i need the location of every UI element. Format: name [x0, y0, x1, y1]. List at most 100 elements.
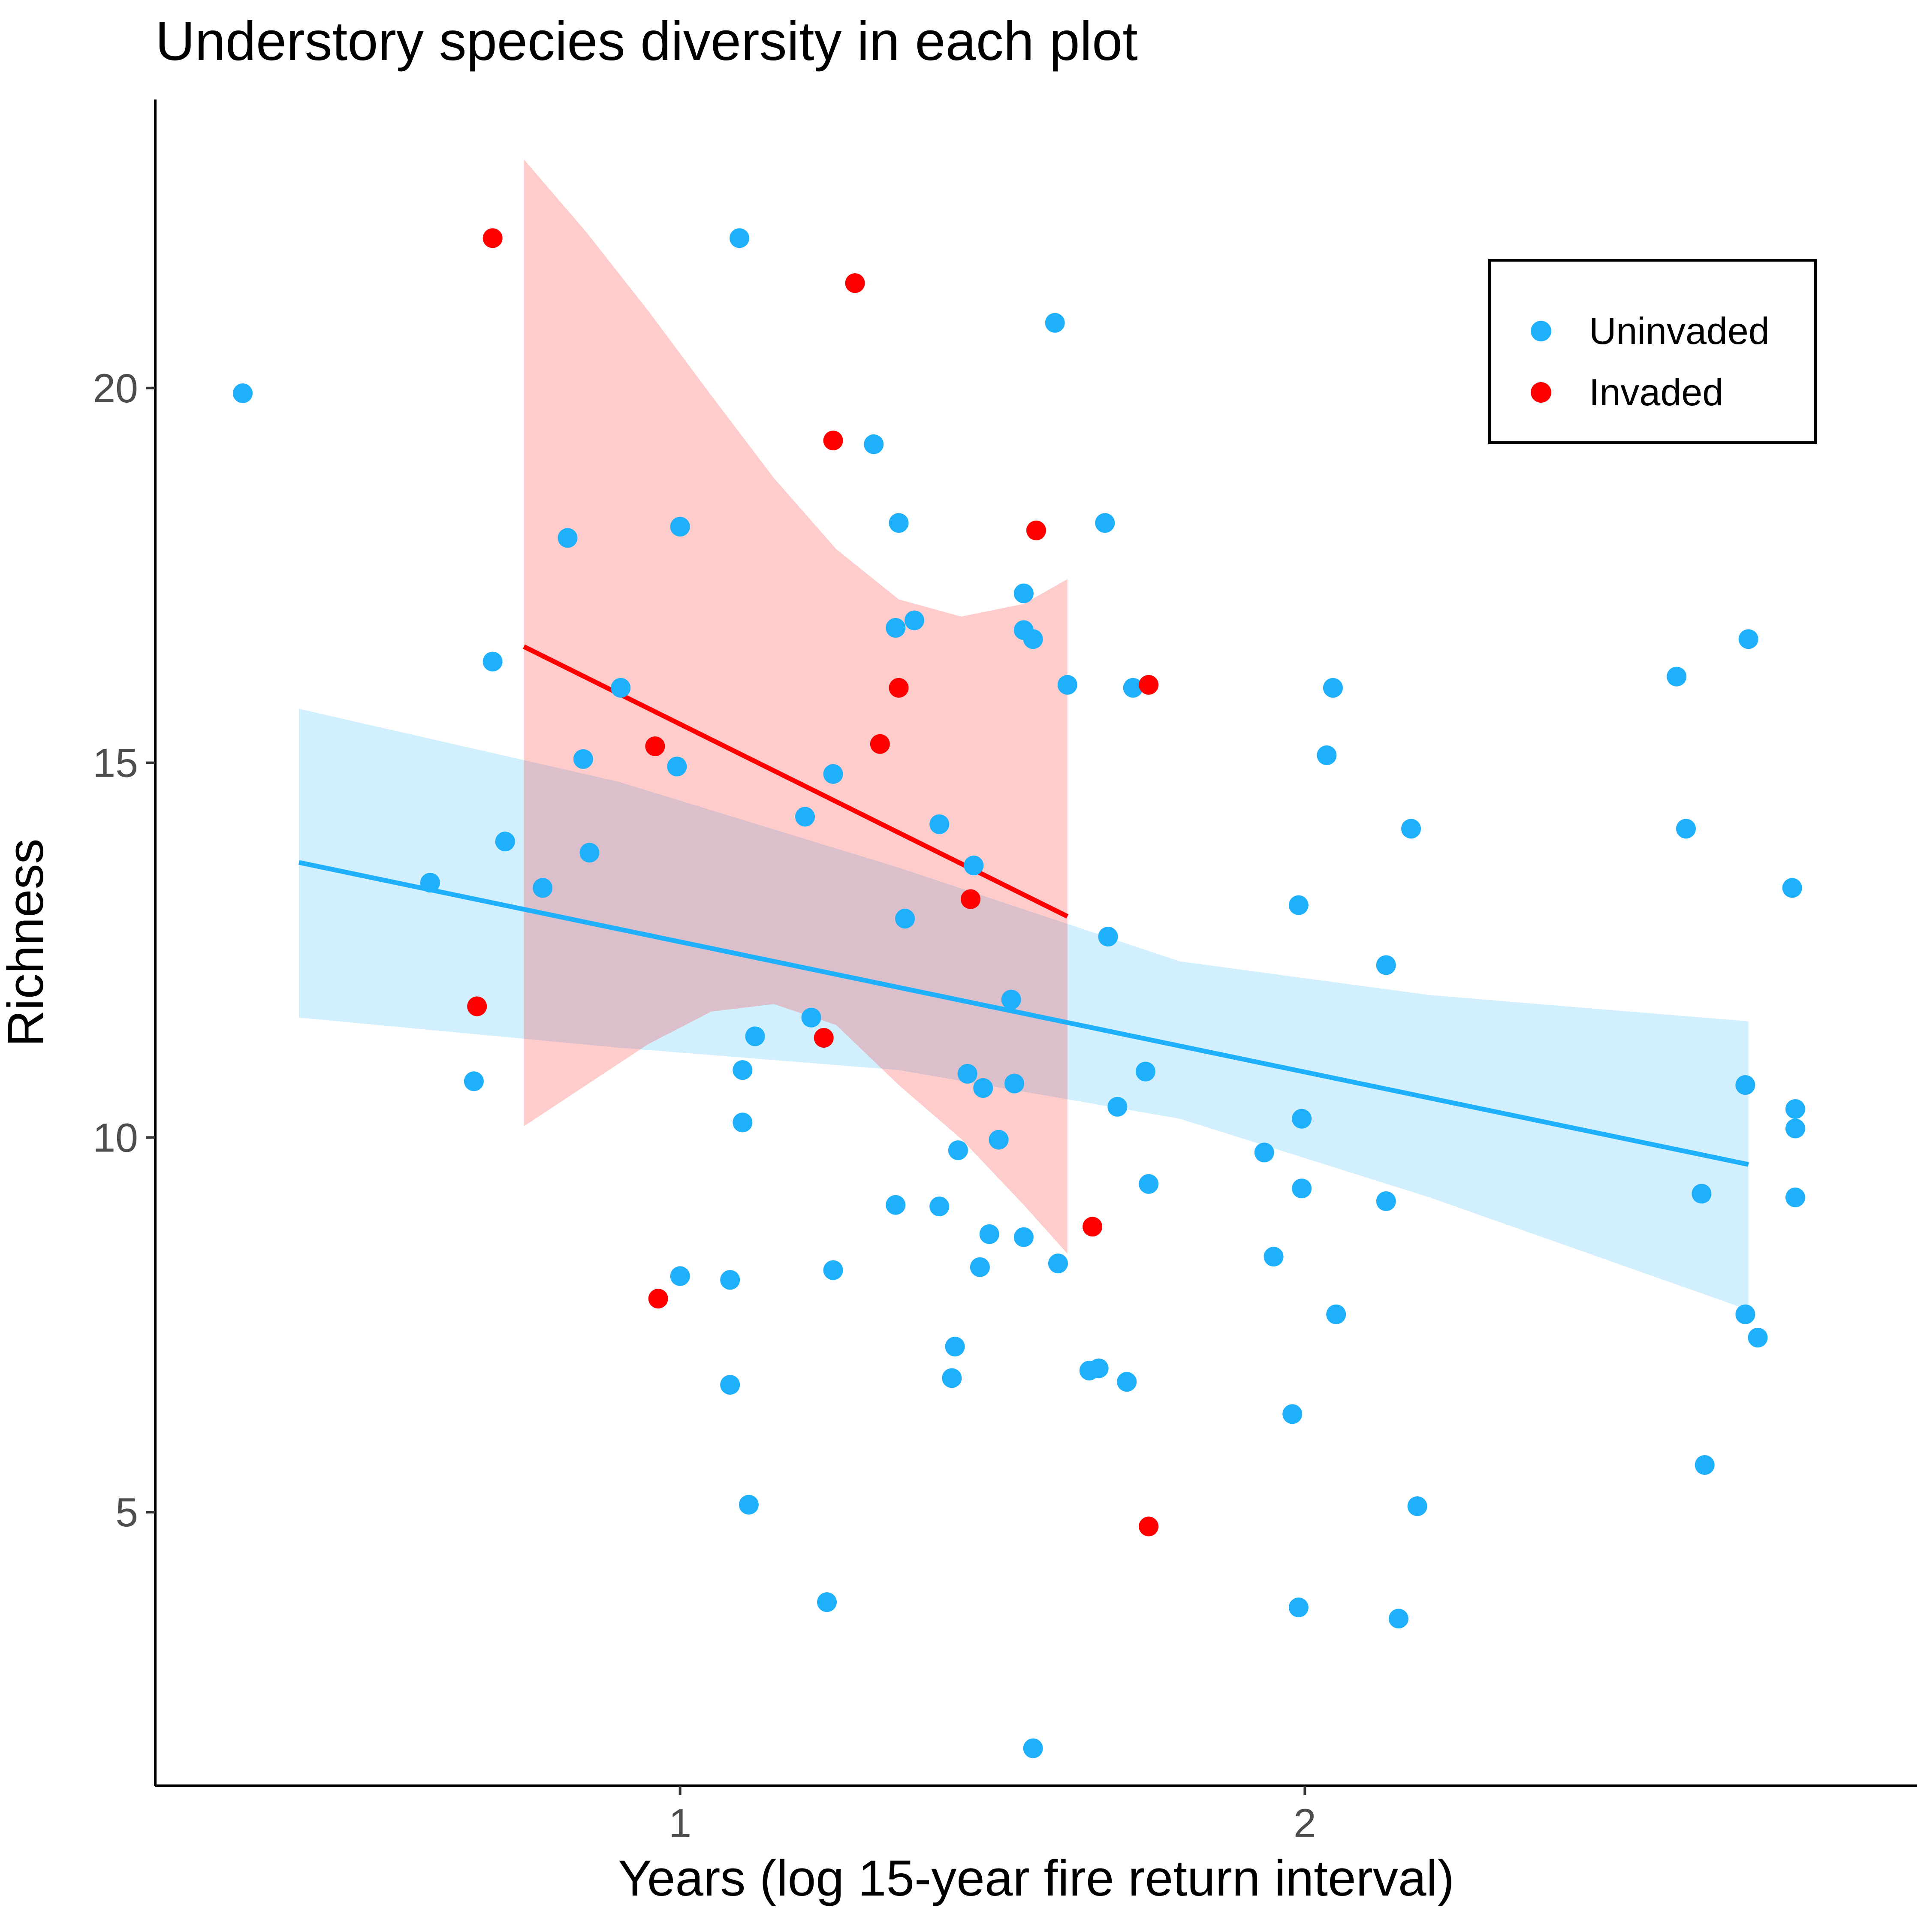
point-uninvaded-3: [482, 651, 503, 672]
point-uninvaded-30: [904, 610, 924, 630]
legend-label-invaded: Invaded: [1589, 371, 1723, 413]
point-invaded-0: [482, 228, 503, 248]
point-uninvaded-65: [1292, 1109, 1312, 1129]
point-uninvaded-29: [895, 909, 915, 929]
point-uninvaded-53: [1089, 1358, 1109, 1378]
point-uninvaded-0: [232, 383, 253, 404]
confidence-band-uninvaded: [299, 708, 1749, 1310]
point-uninvaded-50: [1048, 1253, 1068, 1273]
point-uninvaded-59: [1135, 1061, 1155, 1082]
point-uninvaded-57: [1117, 1372, 1137, 1392]
point-invaded-5: [823, 431, 843, 451]
point-uninvaded-66: [1292, 1178, 1312, 1199]
point-uninvaded-20: [795, 807, 815, 827]
point-invaded-6: [845, 273, 865, 293]
point-uninvaded-24: [817, 1592, 837, 1612]
x-tick-label-1: 1: [669, 1801, 691, 1846]
point-uninvaded-77: [1676, 819, 1696, 839]
point-uninvaded-6: [558, 528, 578, 548]
y-tick-label-10: 10: [93, 1115, 138, 1160]
data-points: [232, 228, 1805, 1758]
fit-line-uninvaded: [298, 860, 1749, 1167]
point-uninvaded-8: [579, 843, 600, 863]
point-uninvaded-48: [1023, 1738, 1043, 1758]
point-uninvaded-16: [733, 1060, 753, 1080]
legend-box: [1488, 259, 1817, 444]
y-tick-label-5: 5: [115, 1490, 138, 1535]
axis-ticks: 5 10 15 20 1 2: [93, 366, 1316, 1846]
point-uninvaded-4: [495, 832, 515, 852]
point-uninvaded-61: [1254, 1142, 1274, 1163]
point-invaded-3: [648, 1289, 668, 1309]
point-uninvaded-11: [670, 1266, 690, 1286]
y-tick-label-20: 20: [93, 366, 138, 411]
point-invaded-11: [1083, 1217, 1103, 1237]
point-uninvaded-46: [1013, 1227, 1034, 1247]
point-uninvaded-7: [573, 749, 593, 769]
chart-title: Understory species diversity in each plo…: [155, 11, 1138, 72]
point-uninvaded-70: [1326, 1304, 1346, 1324]
point-invaded-4: [814, 1028, 834, 1048]
point-invaded-10: [1026, 520, 1046, 540]
point-invaded-9: [961, 889, 981, 909]
confidence-band-invaded: [524, 159, 1068, 1254]
point-uninvaded-32: [929, 1197, 950, 1217]
point-uninvaded-10: [667, 757, 687, 777]
point-uninvaded-76: [1667, 666, 1687, 687]
point-uninvaded-42: [1001, 989, 1021, 1010]
point-uninvaded-43: [1004, 1073, 1025, 1094]
point-uninvaded-44: [1013, 583, 1034, 603]
point-invaded-2: [645, 736, 665, 757]
point-invaded-8: [889, 678, 909, 698]
point-uninvaded-19: [745, 1026, 765, 1046]
point-uninvaded-78: [1692, 1184, 1712, 1204]
point-uninvaded-26: [886, 1195, 906, 1215]
legend-label-uninvaded: Uninvaded: [1589, 310, 1770, 352]
point-uninvaded-75: [1407, 1496, 1427, 1516]
point-uninvaded-72: [1376, 1191, 1396, 1211]
legend-marker-uninvaded: [1531, 321, 1551, 341]
confidence-bands: [299, 159, 1749, 1310]
point-uninvaded-9: [611, 678, 631, 698]
point-uninvaded-69: [1323, 678, 1343, 698]
point-uninvaded-56: [1107, 1097, 1128, 1117]
point-uninvaded-54: [1095, 513, 1115, 533]
point-uninvaded-71: [1376, 955, 1396, 975]
point-uninvaded-36: [957, 1064, 977, 1084]
y-axis-label: Richness: [0, 838, 54, 1046]
point-uninvaded-17: [733, 1112, 753, 1133]
point-uninvaded-85: [1785, 1099, 1805, 1119]
point-uninvaded-38: [970, 1257, 990, 1277]
point-uninvaded-51: [1057, 675, 1077, 695]
point-uninvaded-63: [1282, 1404, 1303, 1424]
point-uninvaded-2: [464, 1071, 484, 1091]
point-uninvaded-81: [1735, 1304, 1755, 1324]
point-invaded-1: [467, 996, 487, 1016]
y-tick-label-15: 15: [93, 741, 138, 786]
legend: Uninvaded Invaded: [1488, 259, 1817, 444]
x-tick-label-2: 2: [1294, 1801, 1316, 1846]
point-uninvaded-87: [1785, 1188, 1805, 1208]
point-uninvaded-35: [948, 1140, 968, 1160]
point-uninvaded-37: [964, 856, 984, 876]
point-uninvaded-67: [1288, 1597, 1309, 1618]
legend-marker-invaded: [1531, 382, 1551, 403]
point-uninvaded-25: [864, 434, 884, 454]
point-uninvaded-14: [720, 1375, 740, 1395]
point-uninvaded-58: [1123, 678, 1143, 698]
point-uninvaded-82: [1738, 629, 1758, 649]
point-uninvaded-40: [979, 1224, 999, 1244]
point-uninvaded-86: [1785, 1118, 1805, 1139]
point-uninvaded-33: [942, 1368, 962, 1388]
point-uninvaded-13: [720, 1270, 740, 1290]
x-axis-label: Years (log 15-year fire return interval): [618, 1850, 1454, 1907]
point-uninvaded-84: [1782, 878, 1802, 898]
point-uninvaded-21: [801, 1007, 821, 1028]
point-uninvaded-60: [1139, 1174, 1159, 1194]
point-uninvaded-28: [889, 513, 909, 533]
point-uninvaded-34: [945, 1336, 965, 1356]
point-uninvaded-64: [1288, 895, 1309, 915]
point-uninvaded-80: [1735, 1075, 1755, 1095]
